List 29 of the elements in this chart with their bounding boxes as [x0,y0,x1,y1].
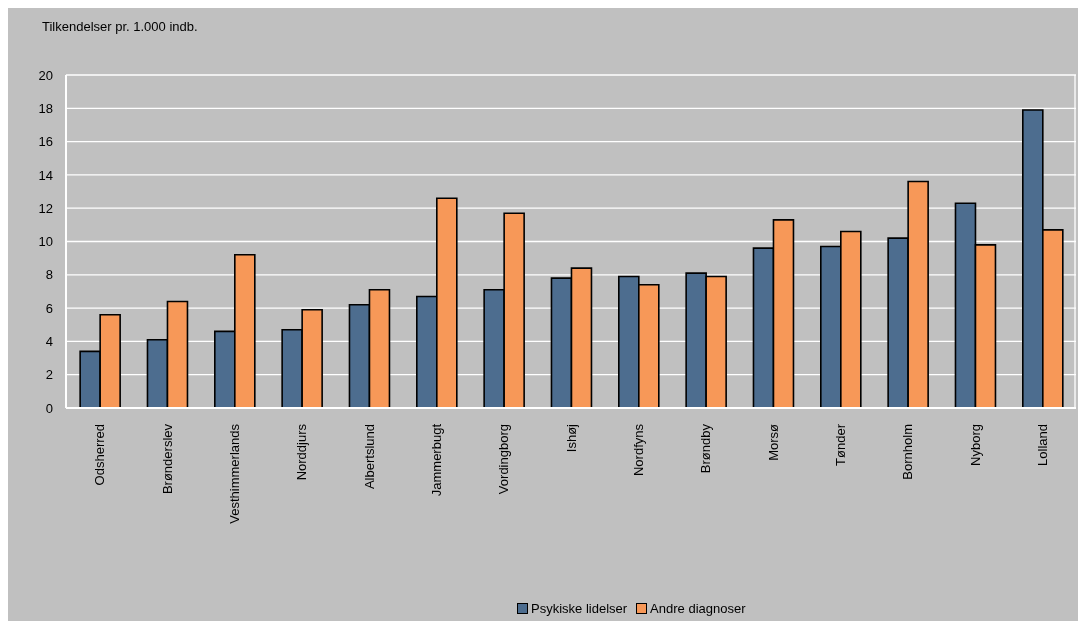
x-tick-label: Lolland [1034,424,1050,466]
y-tick-label: 12 [38,200,53,216]
x-tick-label: Ishøj [563,423,579,453]
x-tick-label: Jammerbugt [428,423,444,497]
y-tick-label: 0 [45,400,53,416]
legend-label: Psykiske lidelser [530,601,628,616]
x-tick-label: Norddjurs [294,423,310,481]
y-tick-label: 16 [38,134,53,150]
y-tick-label: 6 [45,300,53,316]
y-tick-label: 20 [38,67,53,83]
x-tick-label: Brønderslev [159,423,175,495]
y-tick-label: 10 [38,234,53,250]
y-axis-title: Tilkendelser pr. 1.000 indb. [42,19,198,34]
y-tick-label: 14 [38,167,53,183]
x-tick-label: Albertslund [361,424,377,490]
legend-label: Andre diagnoser [649,601,746,616]
x-tick-label: Odsherred [92,424,108,486]
y-tick-label: 4 [45,334,53,350]
y-tick-label: 2 [45,367,53,383]
x-tick-label: Nyborg [967,424,983,466]
x-tick-label: Morsø [765,423,781,461]
y-tick-label: 18 [38,100,53,116]
x-tick-label: Bornholm [900,424,916,480]
x-tick-label: Brøndby [698,423,714,474]
x-tick-label: Vordingborg [496,424,512,495]
x-tick-label: Nordfyns [630,423,646,477]
y-tick-label: 8 [45,267,53,283]
x-tick-label: Vesthimmerlands [226,423,242,524]
x-tick-label: Tønder [832,423,848,466]
